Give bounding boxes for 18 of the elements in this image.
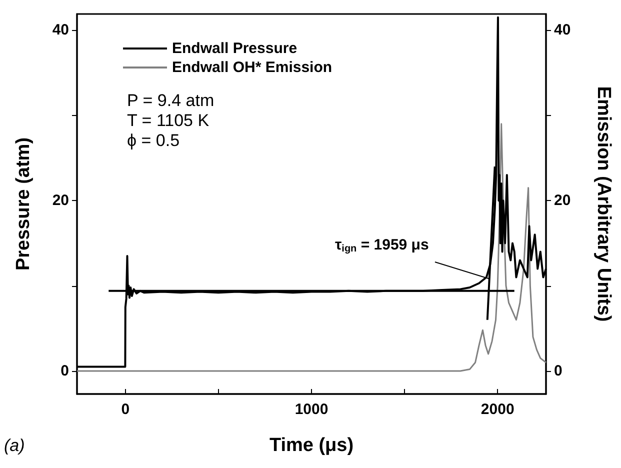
y-tick-label: 0	[60, 362, 69, 380]
x-axis-title: Time (μs)	[269, 435, 354, 456]
annotation: P = 9.4 atm	[127, 91, 214, 110]
legend-label: Endwall OH* Emission	[172, 59, 332, 76]
x-tick-label: 0	[121, 401, 130, 418]
y2-tick-label: 0	[554, 362, 562, 380]
y-tick-label: 40	[52, 22, 69, 39]
y2-axis-title: Emission (Arbitrary Units)	[593, 86, 614, 322]
x-tick-label: 1000	[294, 401, 328, 418]
y-axis-title: Pressure (atm)	[13, 137, 34, 271]
text: (a)	[4, 436, 25, 455]
annotation: ϕ = 0.5	[127, 131, 180, 150]
y-tick-label: 20	[52, 192, 69, 210]
legend-label: Endwall Pressure	[172, 40, 298, 57]
y2-tick-label: 20	[554, 192, 571, 210]
x-tick-label: 2000	[480, 401, 514, 418]
y2-tick-label: 40	[554, 22, 571, 39]
annotation: T = 1105 K	[127, 111, 210, 130]
